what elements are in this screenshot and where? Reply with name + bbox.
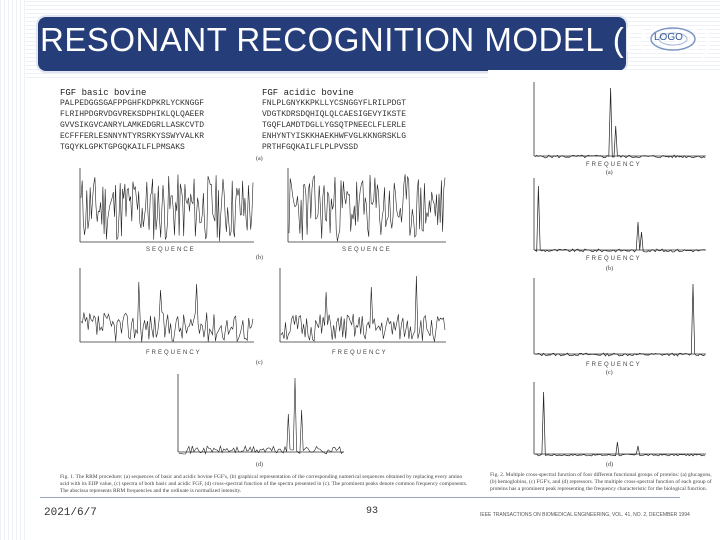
fig1-b-axis-right: SEQUENCE <box>342 247 392 253</box>
slide-date: 2021/6/7 <box>44 507 97 519</box>
fig2-label-b: (b) <box>606 266 613 272</box>
seq-title-acidic: FGF acidic bovine <box>262 88 354 98</box>
fig2-panel <box>488 70 720 490</box>
fig2-c-plot <box>533 278 706 357</box>
fig2-a-plot <box>533 82 706 159</box>
logo-icon <box>650 27 696 51</box>
fig1-b-right-plot <box>287 168 446 243</box>
footer-divider <box>40 497 680 498</box>
fig1-c-axis-right: FREQUENCY <box>332 350 388 356</box>
fig1-label-a: (a) <box>256 156 263 162</box>
fig1-c-right-plot <box>279 268 446 343</box>
seq-title-basic: FGF basic bovine <box>60 88 147 98</box>
fig2-caption: Fig. 2. Multiple cross-spectral function… <box>490 472 712 492</box>
fig2-label-a: (a) <box>606 170 613 176</box>
fig1-caption: Fig. 1. The RRM procedure: (a) sequences… <box>60 474 468 494</box>
journal-footer: IEEE TRANSACTIONS ON BIOMEDICAL ENGINEER… <box>480 512 690 518</box>
seq-basic: PALPEDGGSGAFPPGHFKDPKRLYCKNGGF FLRIHPDGR… <box>60 99 205 152</box>
title-bar <box>38 17 626 71</box>
fig2-d-plot <box>533 382 706 457</box>
fig1-label-b: (b) <box>256 255 263 261</box>
fig1-b-axis-left: SEQUENCE <box>146 247 196 253</box>
slide-title: RESONANT RECOGNITION MODEL (RRM) <box>40 21 713 58</box>
fig2-label-d: (d) <box>606 462 613 468</box>
fig1-d-plot <box>177 374 344 455</box>
fig2-a-axis: FREQUENCY <box>586 162 642 168</box>
fig1-label-d: (d) <box>256 462 263 468</box>
fig1-c-left-plot <box>79 268 254 343</box>
logo-text: LOGO <box>654 32 683 43</box>
fig2-b-plot <box>533 178 706 253</box>
fig2-b-axis: FREQUENCY <box>586 256 642 262</box>
paper-figure: FGF basic bovine FGF acidic bovine PALPE… <box>56 70 720 500</box>
side-stripes <box>0 0 26 540</box>
fig1-b-left-plot <box>79 168 254 243</box>
fig1-c-axis-left: FREQUENCY <box>146 350 202 356</box>
page-number: 93 <box>366 506 379 517</box>
fig2-label-c: (c) <box>606 370 613 376</box>
fig1-label-c: (c) <box>256 360 263 366</box>
seq-acidic: FNLPLGNYKKPKLLYCSNGGYFLRILPDGT VDGTKDRSD… <box>262 99 407 152</box>
fig2-c-axis: FREQUENCY <box>586 362 642 368</box>
